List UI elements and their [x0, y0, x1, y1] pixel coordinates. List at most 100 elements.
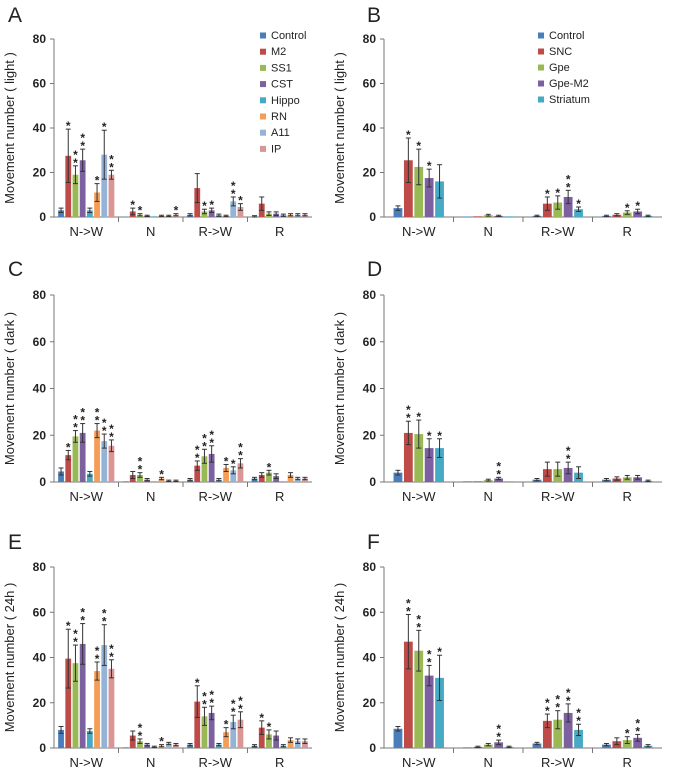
bar-control-2	[532, 743, 542, 748]
significance-star: *	[80, 606, 85, 620]
panel-letter: E	[8, 531, 22, 554]
y-tick-label: 20	[33, 696, 47, 710]
significance-star: *	[80, 614, 85, 628]
significance-star: *	[231, 179, 236, 193]
bar-control-1	[122, 747, 129, 748]
bar-striatum-0	[435, 181, 444, 217]
legend-swatch	[260, 113, 266, 120]
significance-star: *	[95, 414, 100, 428]
significance-star: *	[566, 686, 571, 700]
bar-control-0	[393, 208, 403, 217]
y-tick-label: 0	[39, 741, 46, 755]
bar-control-1	[463, 481, 472, 482]
significance-star: *	[80, 139, 85, 153]
significance-star: *	[231, 187, 236, 201]
significance-star: *	[66, 440, 71, 454]
legend-label: Hippo	[271, 95, 300, 107]
significance-star: *	[174, 204, 179, 218]
bar-control-0	[393, 728, 403, 748]
panel-B: B 0 20 40 60 80 Movement number ( light ) N->W *…	[332, 4, 662, 239]
bar-control-1	[463, 216, 472, 218]
significance-star: *	[566, 444, 571, 458]
y-tick-label: 40	[363, 651, 377, 665]
significance-star: *	[406, 605, 411, 619]
significance-star: *	[635, 724, 640, 738]
bar-ss1-0	[72, 436, 79, 482]
significance-star: *	[102, 615, 107, 629]
bar-a11-3	[294, 741, 301, 748]
legend-label: SS1	[271, 62, 292, 74]
significance-star: *	[231, 697, 236, 711]
legend-swatch	[538, 80, 544, 87]
significance-star: *	[95, 652, 100, 666]
y-tick-label: 0	[39, 475, 46, 489]
bar-control-1	[122, 216, 129, 218]
significance-star: *	[80, 131, 85, 145]
bar-m2-3	[258, 474, 265, 482]
bar-ss1-2	[201, 211, 208, 217]
legend-label: Striatum	[549, 94, 590, 106]
bar-cst-2	[208, 210, 215, 217]
legend-swatch	[260, 48, 266, 55]
bar-control-3	[602, 744, 611, 748]
bar-control-0	[58, 471, 64, 482]
bar-a11-0	[101, 441, 108, 482]
bar-m2-2	[194, 465, 201, 482]
significance-star: *	[202, 697, 207, 711]
significance-star: *	[102, 416, 107, 430]
significance-star: *	[209, 198, 214, 212]
bar-gpe-m2-2	[563, 196, 573, 217]
significance-star: *	[625, 727, 630, 741]
bar-m2-2	[194, 701, 201, 748]
legend-swatch	[538, 96, 544, 103]
y-tick-label: 80	[33, 32, 47, 46]
bar-gpe-m2-3	[633, 737, 643, 748]
significance-star: *	[406, 597, 411, 611]
bar-ip-0	[108, 668, 115, 748]
bar-ip-3	[302, 478, 308, 482]
significance-star: *	[555, 701, 560, 715]
significance-star: *	[238, 194, 243, 208]
legend-label: A11	[271, 127, 290, 139]
significance-star: *	[73, 148, 78, 162]
y-tick-label: 80	[33, 288, 47, 302]
x-tick-label: R->W	[198, 755, 232, 770]
significance-star: *	[566, 694, 571, 708]
bar-ss1-1	[137, 474, 143, 482]
y-tick-label: 60	[33, 77, 47, 91]
y-tick-label: 80	[33, 560, 47, 574]
significance-star: *	[416, 620, 421, 634]
significance-star: *	[496, 722, 501, 736]
significance-star: *	[195, 676, 200, 690]
x-tick-label: R	[275, 489, 284, 504]
legend-label: Gpe-M2	[549, 78, 589, 90]
y-tick-label: 60	[33, 605, 47, 619]
significance-star: *	[209, 428, 214, 442]
x-tick-label: N->W	[69, 489, 103, 504]
significance-star: *	[416, 139, 421, 153]
significance-star: *	[95, 644, 100, 658]
x-tick-label: N	[484, 755, 493, 770]
legend-swatch	[260, 145, 266, 152]
y-tick-label: 20	[33, 166, 47, 180]
bar-control-0	[58, 210, 64, 217]
bar-gpe-0	[414, 434, 424, 482]
significance-star: *	[437, 429, 442, 443]
y-tick-label: 40	[33, 651, 47, 665]
bar-control-1	[463, 747, 472, 748]
significance-star: *	[545, 696, 550, 710]
significance-star: *	[427, 647, 432, 661]
bar-hippo-0	[86, 731, 93, 748]
legend-label: Control	[549, 30, 584, 42]
y-axis-label: Movement number ( dark )	[332, 312, 347, 465]
bar-a11-0	[101, 645, 108, 748]
significance-star: *	[109, 422, 114, 436]
bar-striatum-1	[504, 216, 514, 217]
bar-striatum-2	[574, 209, 583, 217]
legend-label: M2	[271, 46, 286, 58]
bar-m2-0	[65, 455, 72, 482]
significance-star: *	[437, 645, 442, 659]
significance-star: *	[138, 729, 143, 743]
